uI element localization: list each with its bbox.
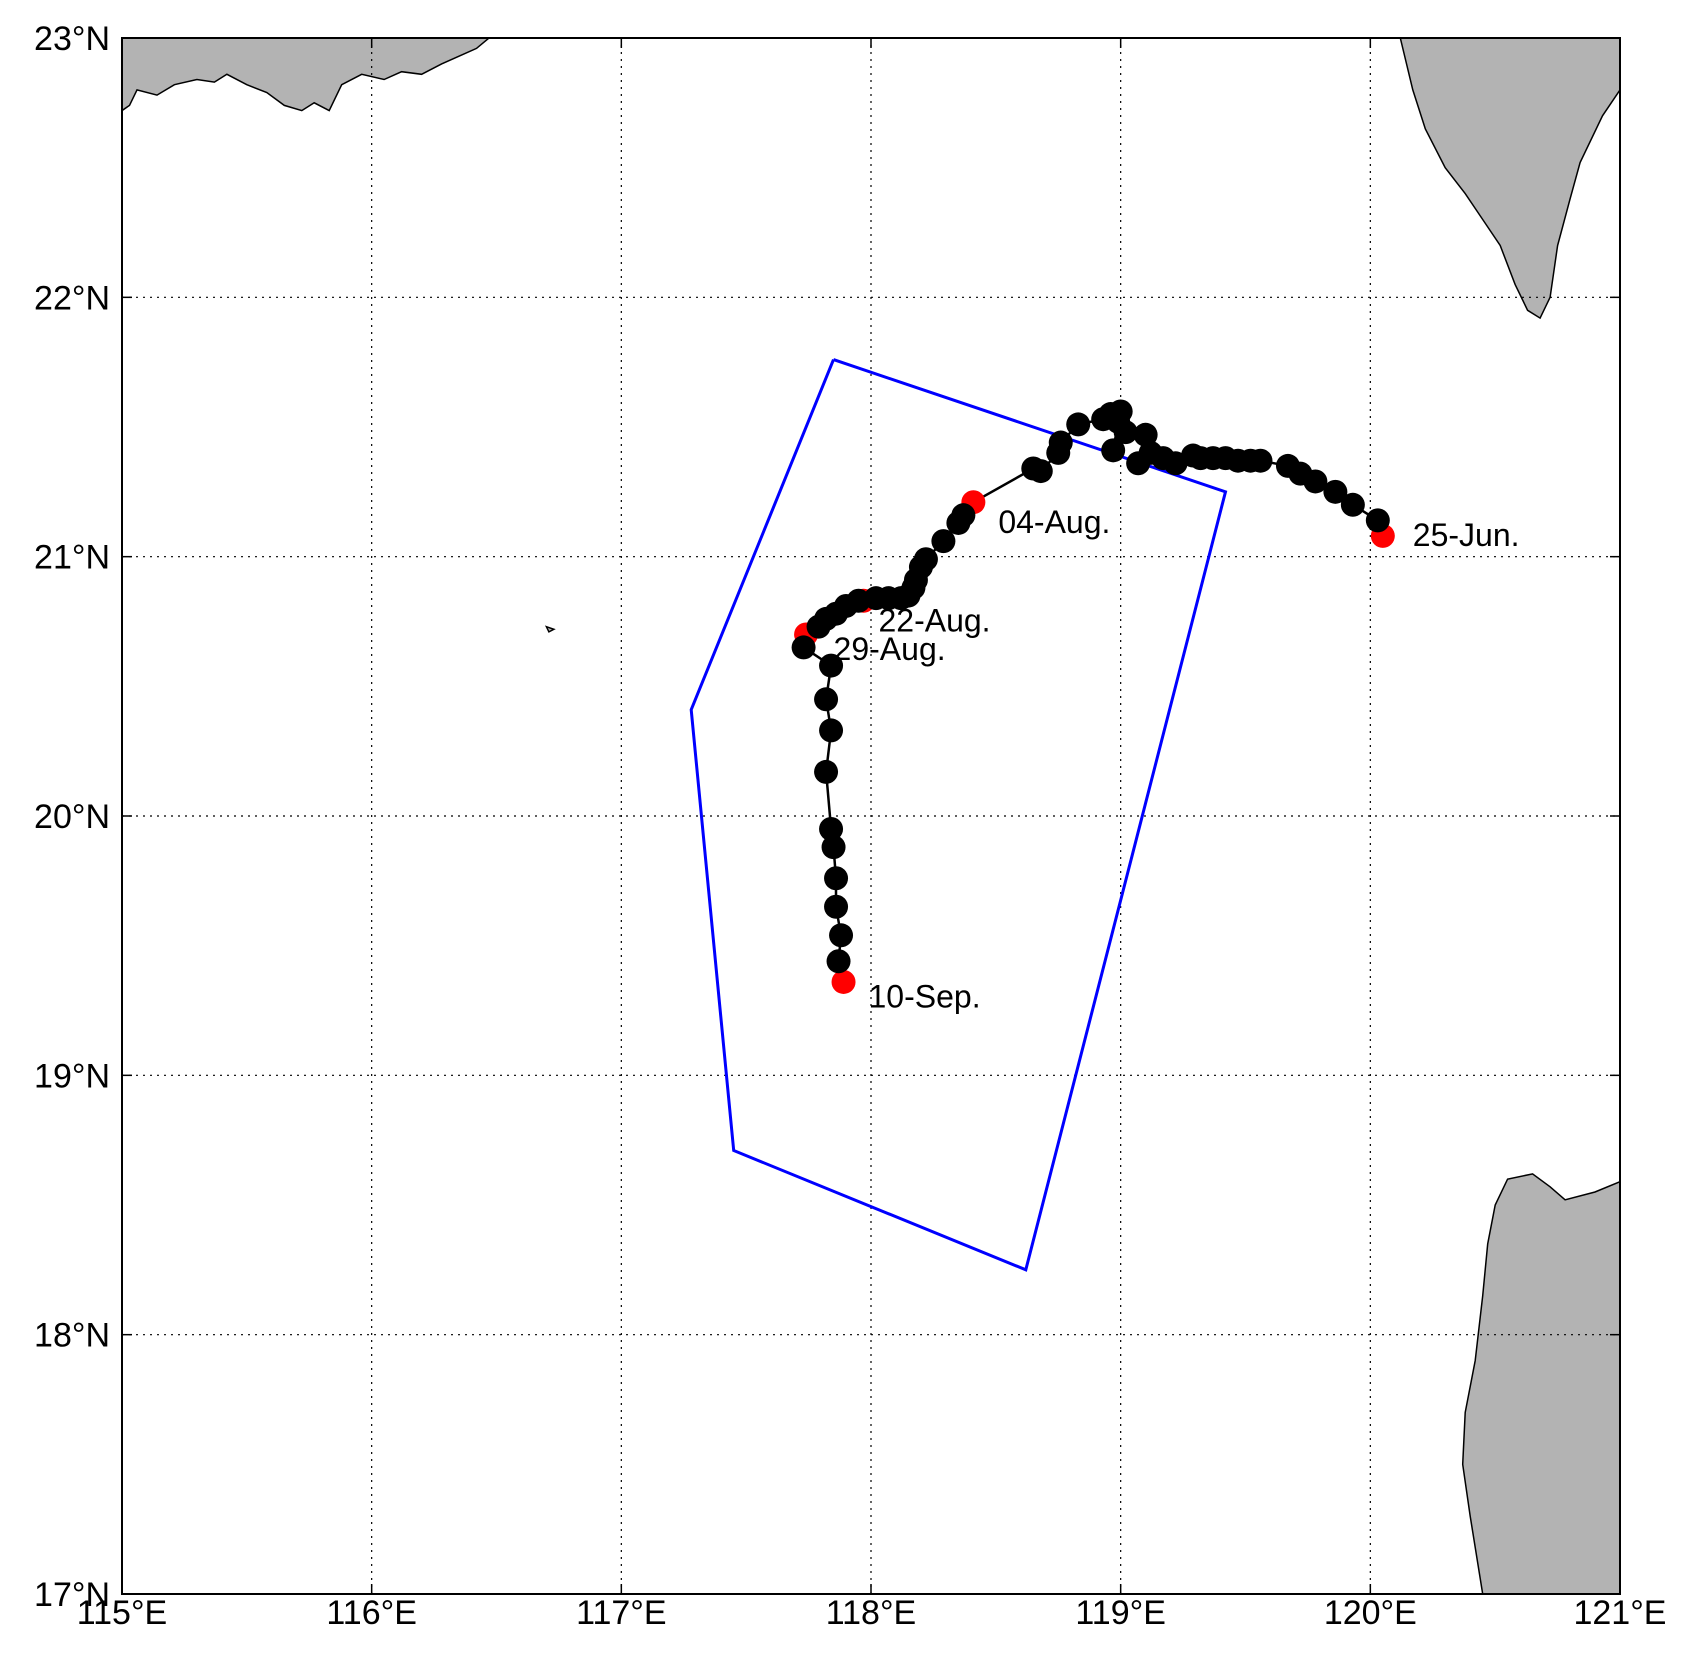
track-marker <box>946 510 971 535</box>
region-layer <box>689 358 1228 1272</box>
date-label: 04-Aug. <box>998 504 1110 540</box>
y-tick-label: 17°N <box>34 1576 110 1614</box>
x-tick-label: 121°E <box>1573 1594 1666 1632</box>
track-marker <box>1365 508 1390 533</box>
highlight-marker <box>831 969 856 994</box>
track-marker <box>806 614 831 639</box>
tick-layer: 115°E 116°E 117°E 118°E 119°E 120°E 121°E 17°N 1… <box>34 20 1666 1632</box>
track-marker <box>1133 422 1158 447</box>
x-tick-label: 116°E <box>326 1594 416 1632</box>
track-marker <box>1126 451 1151 476</box>
land-islet <box>544 625 556 633</box>
y-tick-label: 22°N <box>34 279 110 317</box>
date-label: 25-Jun. <box>1413 517 1520 553</box>
label-layer: 25-Jun. 04-Aug. 22-Aug.29-Aug. 10-Sep. <box>834 504 1520 1015</box>
y-tick-label: 20°N <box>34 798 110 836</box>
track-marker <box>821 835 846 860</box>
study-region-polygon <box>689 358 1228 1272</box>
track-marker <box>931 529 956 554</box>
land-south-china-coast <box>122 38 491 112</box>
land-layer <box>122 38 1620 1594</box>
track-marker <box>1021 456 1046 481</box>
land-taiwan <box>1399 38 1620 320</box>
track-marker <box>819 718 844 743</box>
grid-layer <box>122 38 1620 1594</box>
date-label: 29-Aug. <box>834 631 946 667</box>
track-marker <box>826 949 851 974</box>
x-tick-label: 119°E <box>1075 1594 1165 1632</box>
land-luzon <box>1461 1173 1620 1594</box>
y-tick-label: 19°N <box>34 1057 110 1095</box>
track-marker <box>1091 407 1116 432</box>
track-marker <box>814 687 839 712</box>
track-marker <box>1323 479 1348 504</box>
track-marker <box>819 816 844 841</box>
y-tick-label: 21°N <box>34 539 110 577</box>
date-label: 22-Aug. <box>878 603 990 639</box>
track-marker <box>824 866 849 891</box>
track-marker <box>1340 492 1365 517</box>
x-tick-label: 115°E <box>77 1594 167 1632</box>
track-marker <box>814 759 839 784</box>
track-marker <box>1275 453 1300 478</box>
y-tick-label: 18°N <box>34 1317 110 1355</box>
track-marker <box>824 894 849 919</box>
track-marker <box>1101 438 1126 463</box>
x-tick-label: 120°E <box>1324 1594 1417 1632</box>
x-tick-label: 118°E <box>826 1594 916 1632</box>
track-marker <box>791 635 816 660</box>
y-tick-label: 23°N <box>34 20 110 58</box>
track-marker <box>829 923 854 948</box>
track-marker <box>819 653 844 678</box>
date-label: 10-Sep. <box>869 979 981 1015</box>
track-marker <box>1046 440 1071 465</box>
marker-layer <box>791 399 1395 994</box>
x-tick-label: 117°E <box>576 1594 666 1632</box>
track-marker <box>1066 412 1091 437</box>
